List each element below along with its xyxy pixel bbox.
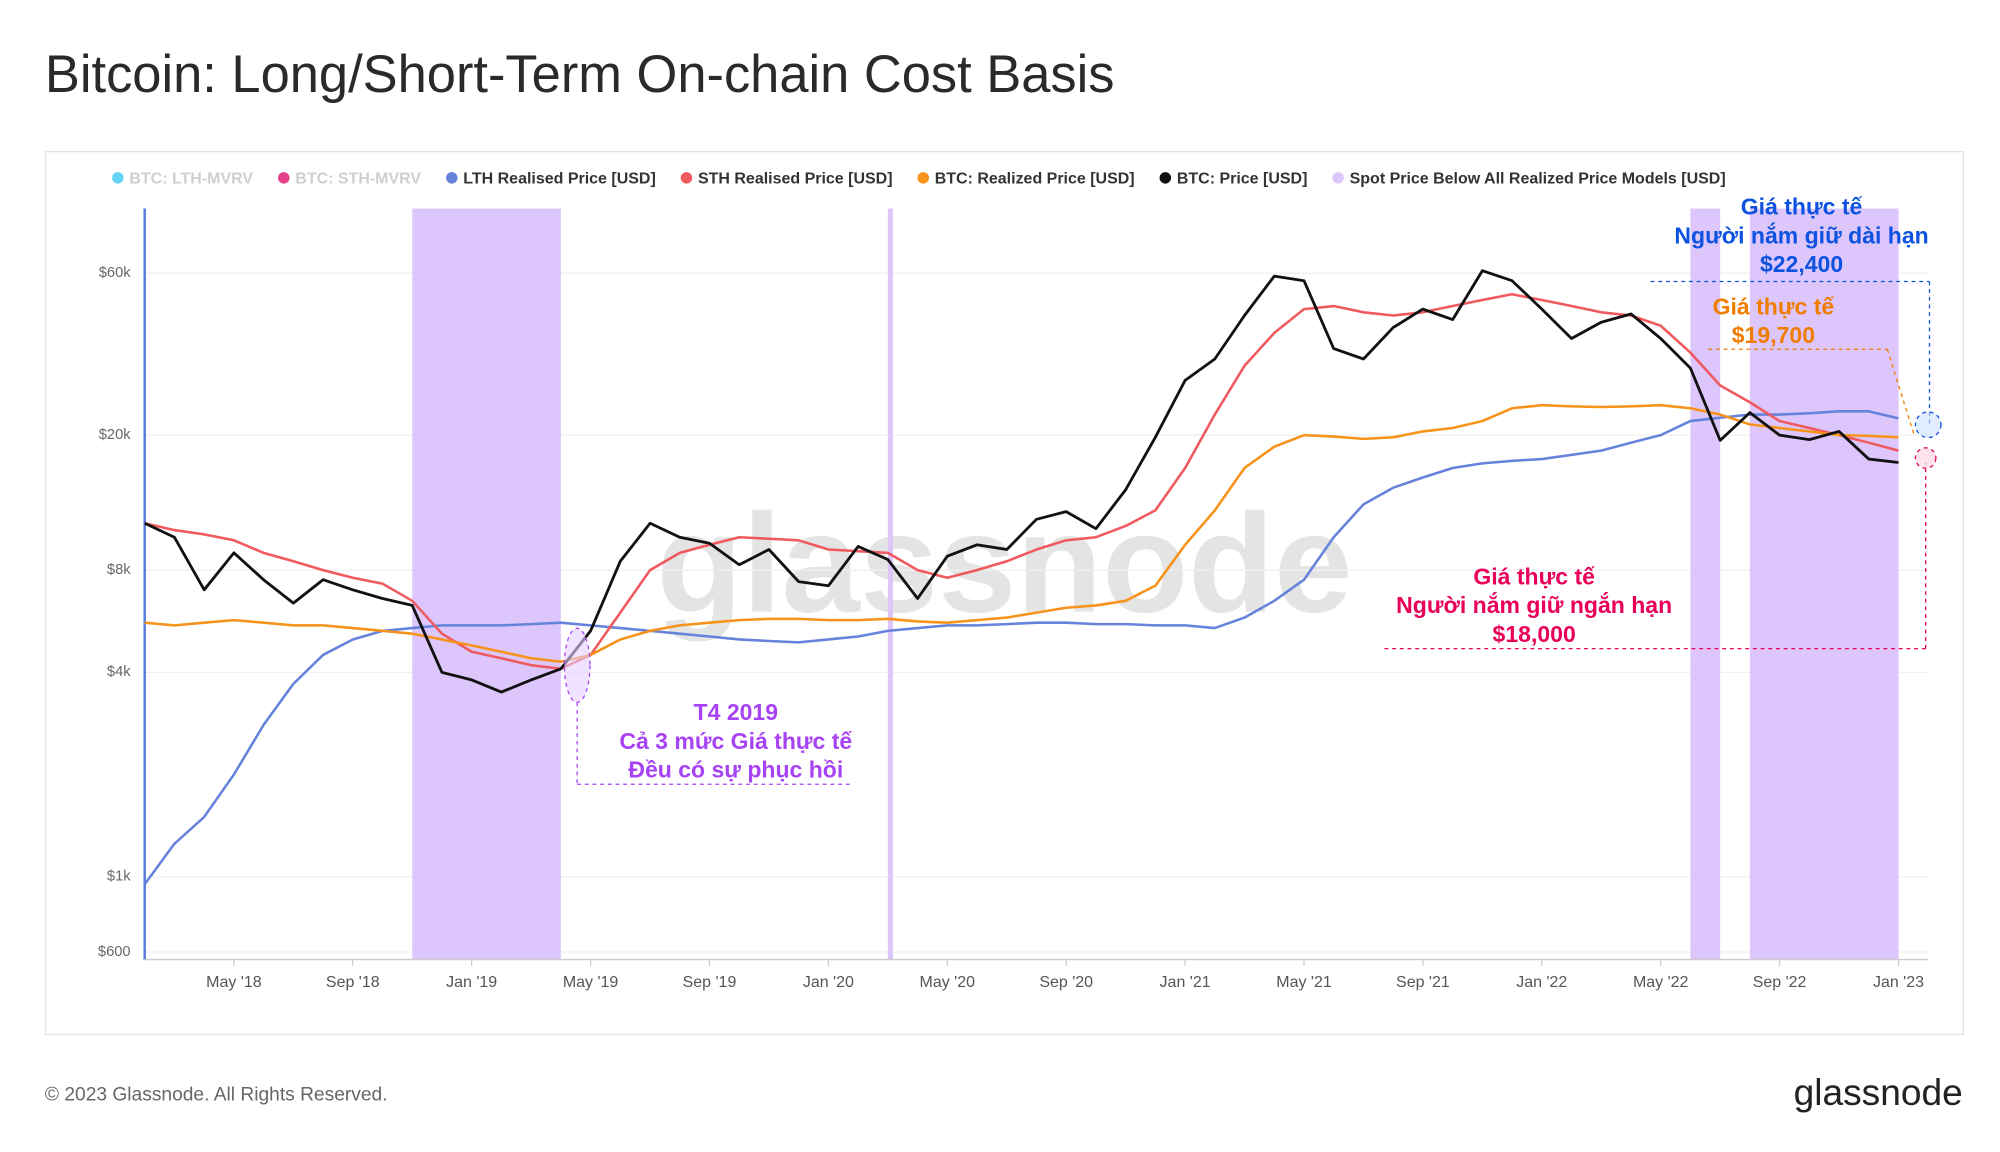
series-line: [144, 269, 1899, 694]
x-tick-label: Sep '20: [1039, 974, 1093, 991]
x-tick-label: May '21: [1276, 974, 1332, 991]
annotation-text: Giá thực tế: [1473, 563, 1595, 589]
legend-label[interactable]: STH Realised Price [USD]: [698, 170, 893, 187]
legend-marker: [1332, 172, 1344, 184]
legend-marker: [1159, 172, 1172, 184]
x-tick-label: May '20: [920, 974, 976, 991]
y-tick-label: $1k: [107, 869, 131, 885]
y-tick-label: $600: [98, 944, 131, 960]
x-tick-label: Jan '22: [1516, 974, 1567, 991]
x-tick-label: Jan '19: [446, 974, 497, 991]
series-line: [144, 292, 1899, 671]
legend-marker: [680, 172, 693, 184]
legend-marker: [278, 172, 290, 184]
series-line: [143, 410, 1899, 885]
annotation-circle: [1914, 411, 1942, 439]
y-tick-label: $20k: [99, 427, 132, 443]
legend-label[interactable]: Spot Price Below All Realized Price Mode…: [1350, 170, 1726, 187]
annotation-text: $19,700: [1732, 322, 1815, 348]
annotation-text: $22,400: [1760, 251, 1843, 277]
chart-frame: [44, 150, 1965, 1036]
annotation-text: Giá thực tế: [1713, 293, 1835, 319]
x-tick-label: Jan '23: [1873, 974, 1924, 991]
x-tick-label: May '18: [206, 974, 262, 991]
legend-label[interactable]: BTC: Price [USD]: [1177, 170, 1308, 187]
footer: © 2023 Glassnode. All Rights Reserved.: [45, 1084, 388, 1105]
annotation-text: Giá thực tế: [1741, 194, 1863, 220]
logo: glassnode: [1794, 1071, 1963, 1113]
annotation-text: Đều có sự phục hồi: [628, 757, 843, 783]
x-tick-label: May '22: [1633, 974, 1689, 991]
shaded-range: [412, 208, 561, 960]
x-tick-label: Jan '21: [1160, 974, 1211, 991]
series-line: [144, 403, 1899, 664]
shaded-range: [1749, 208, 1899, 960]
annotation-decorations: [563, 280, 1942, 785]
annotation-text: Người nắm giữ ngắn hạn: [1396, 591, 1672, 618]
chart-title: Bitcoin: Long/Short-Term On-chain Cost B…: [45, 46, 1115, 104]
legend-marker: [112, 172, 124, 184]
x-tick-label: Jan '20: [803, 974, 854, 991]
shaded-range: [1690, 208, 1721, 960]
legend-marker: [446, 172, 458, 184]
legend-label[interactable]: LTH Realised Price [USD]: [463, 170, 655, 187]
y-tick-label: $4k: [107, 664, 131, 680]
annotation-circle: [563, 627, 591, 704]
annotation-text: Cả 3 mức Giá thực tế: [619, 728, 852, 754]
x-tick-label: Sep '18: [326, 974, 380, 991]
x-tick-label: Sep '19: [683, 974, 737, 991]
x-tick-label: May '19: [563, 974, 619, 991]
x-tick-label: Sep '21: [1396, 974, 1450, 991]
legend-label[interactable]: BTC: Realized Price [USD]: [935, 170, 1135, 187]
annotation-circle: [1914, 447, 1937, 469]
y-tick-label: $8k: [107, 562, 131, 578]
x-tick-label: Sep '22: [1753, 974, 1807, 991]
annotation-text: T4 2019: [694, 699, 778, 725]
annotation-text: $18,000: [1493, 621, 1576, 647]
legend-label[interactable]: BTC: LTH-MVRV: [129, 170, 253, 187]
shaded-range: [887, 208, 893, 960]
annotation-text: Người nắm giữ dài hạn: [1674, 221, 1928, 248]
y-tick-label: $60k: [99, 265, 132, 281]
legend-label[interactable]: BTC: STH-MVRV: [295, 170, 421, 187]
legend-marker: [917, 172, 930, 184]
